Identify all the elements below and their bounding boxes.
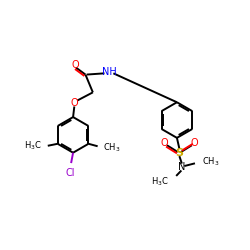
- Text: H$_3$C: H$_3$C: [24, 140, 41, 152]
- Text: CH$_3$: CH$_3$: [202, 156, 219, 168]
- Text: CH$_3$: CH$_3$: [103, 142, 121, 154]
- Text: N: N: [178, 162, 186, 172]
- Text: NH: NH: [102, 67, 116, 77]
- Text: O: O: [190, 138, 198, 148]
- Text: O: O: [72, 60, 79, 70]
- Text: O: O: [161, 138, 168, 148]
- Text: O: O: [70, 98, 78, 108]
- Text: Cl: Cl: [65, 168, 75, 178]
- Text: S: S: [176, 148, 184, 158]
- Text: H$_3$C: H$_3$C: [151, 175, 169, 188]
